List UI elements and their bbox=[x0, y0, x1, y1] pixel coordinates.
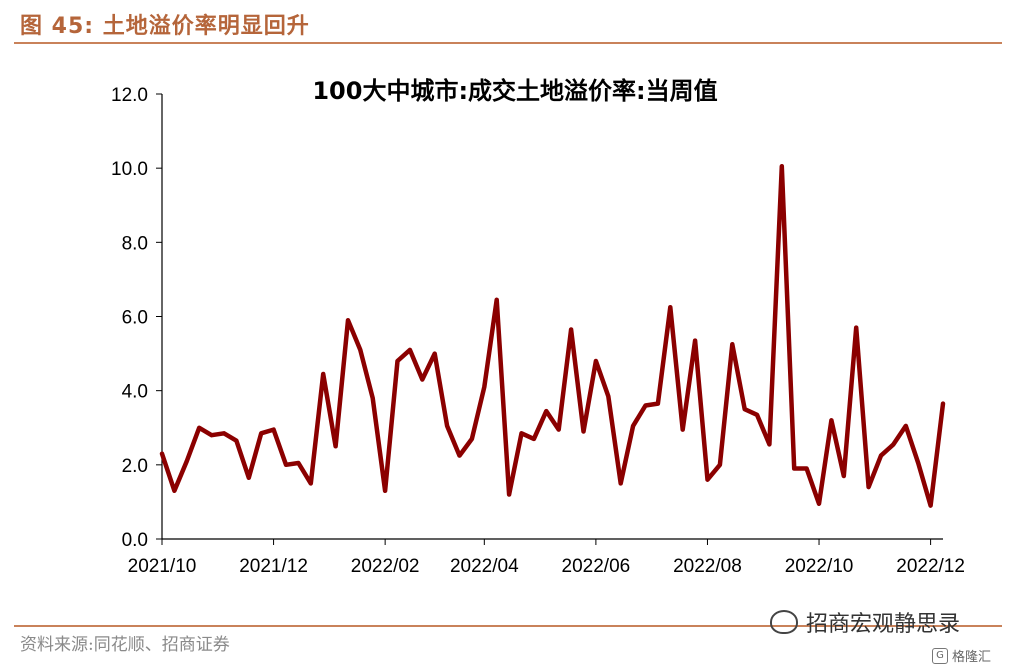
x-tick-label: 2022/08 bbox=[673, 556, 742, 577]
line-chart: 100大中城市:成交土地溢价率:当周值 0.0 2.0 4.0 6.0 8.0 10.0 1… bbox=[111, 77, 965, 577]
x-tick-label: 2021/10 bbox=[128, 556, 197, 577]
source-note: 资料来源:同花顺、招商证券 bbox=[20, 635, 230, 655]
chart-title: 100大中城市:成交土地溢价率:当周值 bbox=[312, 77, 717, 105]
x-tick-label: 2022/10 bbox=[785, 556, 854, 577]
x-axis-ticks: 2021/10 2021/12 2022/02 2022/04 2022/06 2022/… bbox=[128, 539, 965, 577]
y-tick-label: 12.0 bbox=[111, 85, 148, 106]
brand-text: 格隆汇 bbox=[952, 650, 992, 665]
series-line bbox=[159, 164, 946, 508]
watermark: 招商宏观静思录 bbox=[770, 606, 960, 638]
brand-logo-icon: G bbox=[932, 647, 948, 664]
y-tick-label: 4.0 bbox=[122, 382, 148, 403]
x-tick-label: 2022/06 bbox=[562, 556, 631, 577]
y-tick-label: 10.0 bbox=[111, 159, 148, 180]
figure-title: 图 45: 土地溢价率明显回升 bbox=[20, 14, 310, 39]
x-tick-label: 2022/02 bbox=[351, 556, 420, 577]
footer-divider bbox=[14, 625, 1002, 627]
watermark-text: 招商宏观静思录 bbox=[806, 612, 961, 637]
x-tick-label: 2021/12 bbox=[239, 556, 308, 577]
y-tick-label: 2.0 bbox=[122, 456, 148, 477]
series-group bbox=[159, 164, 946, 508]
y-axis-ticks: 0.0 2.0 4.0 6.0 8.0 10.0 12.0 bbox=[111, 85, 162, 551]
y-tick-label: 0.0 bbox=[122, 530, 148, 551]
x-tick-label: 2022/12 bbox=[896, 556, 965, 577]
y-tick-label: 6.0 bbox=[122, 308, 148, 329]
x-tick-label: 2022/04 bbox=[450, 556, 519, 577]
brand-mark: G 格隆汇 bbox=[932, 646, 991, 665]
y-tick-label: 8.0 bbox=[122, 233, 148, 254]
wechat-icon bbox=[770, 610, 798, 634]
header-divider bbox=[14, 42, 1002, 44]
